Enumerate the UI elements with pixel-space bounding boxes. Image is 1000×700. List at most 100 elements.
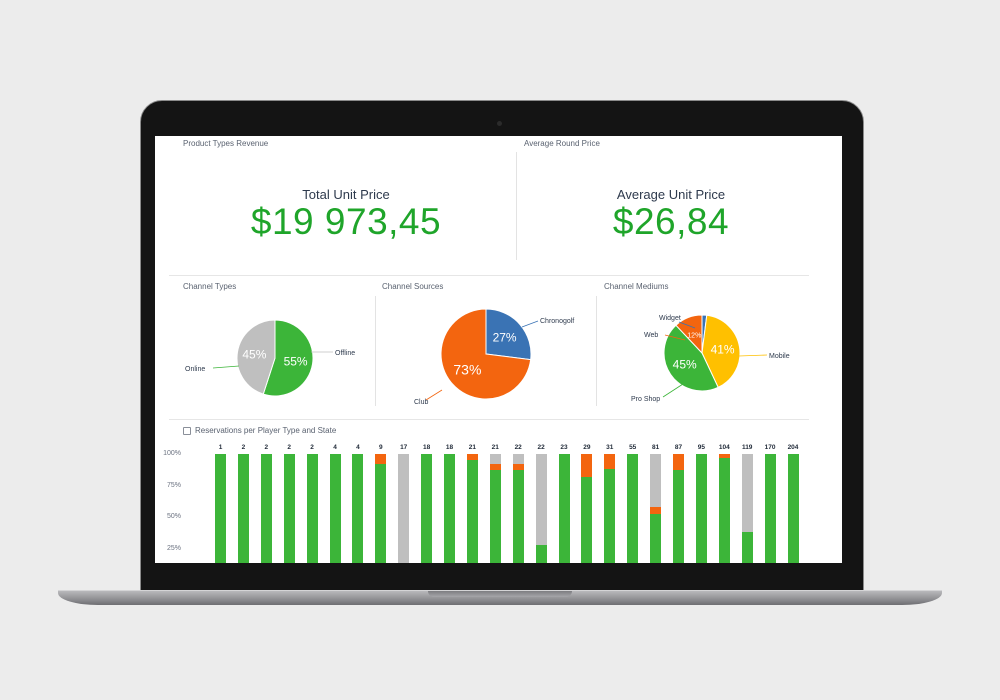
pie-slice-mobile[interactable] [701, 314, 741, 389]
bar-segment [237, 454, 249, 563]
stacked-bar[interactable] [375, 454, 387, 563]
average-unit-price-value: $26,84 [612, 201, 730, 242]
kpi-divider [516, 152, 517, 260]
bar-segment [604, 469, 616, 563]
pie-value-label-online: 55% [284, 354, 308, 368]
legend-label-club: Club [414, 399, 429, 406]
stacked-bar[interactable] [421, 454, 433, 563]
laptop-base [58, 591, 942, 605]
y-tick-label: 25% [166, 544, 181, 552]
bar-segment [489, 454, 501, 465]
stacked-bar[interactable] [673, 454, 684, 563]
pie-divider-2 [596, 296, 597, 406]
bar-segment [650, 506, 662, 515]
bar-count-label: 22 [537, 444, 545, 451]
bar-count-label: 31 [606, 444, 614, 451]
pie-slice-offline[interactable] [236, 319, 276, 395]
bar-count-label: 81 [651, 444, 660, 451]
stacked-bar[interactable] [535, 454, 547, 563]
bar-segment [260, 454, 272, 563]
stacked-bar[interactable] [718, 454, 730, 563]
bar-segment [215, 454, 226, 563]
pie-slice-chronogolf[interactable] [485, 308, 532, 361]
bar-segment [306, 454, 318, 563]
bar-segment [741, 454, 753, 533]
leader-line-widget [678, 321, 696, 329]
channel-mediums-title: Channel Mediums [604, 282, 669, 291]
bar-segment [718, 457, 730, 563]
channel-sources-title: Channel Sources [382, 282, 444, 291]
expand-icon[interactable] [183, 427, 191, 435]
stacked-bar[interactable] [489, 454, 501, 563]
stacked-bar[interactable] [558, 454, 570, 563]
pie-slice-pro-shop[interactable] [663, 324, 719, 392]
bar-count-label: 95 [697, 444, 705, 451]
bar-count-label: 21 [468, 444, 476, 451]
bar-segment [466, 460, 478, 563]
bar-count-label: 87 [674, 444, 683, 451]
bar-segment [489, 464, 501, 471]
bar-count-label: 204 [787, 444, 799, 451]
stacked-bar[interactable] [306, 454, 318, 563]
stacked-bar[interactable] [512, 454, 524, 563]
bar-count-label: 2 [241, 444, 246, 451]
pie-slice-web[interactable] [675, 314, 703, 355]
bar-count-label: 2 [264, 444, 269, 451]
pie-slice-online[interactable] [262, 319, 314, 397]
stacked-bar[interactable] [237, 454, 249, 563]
stacked-bar[interactable] [627, 454, 639, 563]
pie-divider-1 [375, 296, 376, 406]
stacked-bar[interactable] [741, 454, 753, 563]
bar-segment [466, 454, 478, 461]
stacked-bar[interactable] [581, 454, 593, 563]
bar-count-label: 2 [287, 444, 291, 451]
leader-line-web [664, 334, 686, 341]
legend-label-widget: Widget [659, 315, 681, 322]
stacked-bar[interactable] [398, 454, 410, 563]
legend-label-mobile: Mobile [769, 353, 790, 360]
bar-segment [673, 470, 684, 563]
stacked-bar[interactable] [215, 454, 226, 563]
channel-sources-pie: 27% 73% Chronogolf Club [376, 296, 596, 406]
kpi-right-panel-title: Average Round Price [524, 139, 600, 148]
stacked-bar[interactable] [260, 454, 272, 563]
bar-segment [352, 454, 364, 563]
pie-value-label-mobile: 41% [711, 343, 735, 357]
pie-value-label-chronogolf: 27% [493, 331, 517, 345]
leader-line-mobile [738, 354, 768, 357]
bar-segment [581, 454, 593, 477]
stacked-bar[interactable] [764, 454, 776, 563]
stacked-bar[interactable] [352, 454, 364, 563]
reservations-chart-title: Reservations per Player Type and State [195, 426, 337, 435]
bar-segment [535, 454, 547, 545]
stacked-bar[interactable] [329, 454, 341, 563]
bar-count-label: 119 [741, 444, 753, 451]
stacked-bar[interactable] [466, 454, 478, 563]
pie-value-label-pro-shop: 45% [673, 358, 697, 372]
stacked-bar[interactable] [787, 454, 799, 563]
stacked-bar[interactable] [695, 454, 707, 563]
bar-segment [283, 454, 295, 563]
y-tick-label: 75% [166, 481, 181, 489]
stacked-bar[interactable] [283, 454, 295, 563]
bar-segment [764, 454, 776, 563]
webcam [497, 121, 502, 126]
bar-count-label: 2 [310, 444, 314, 451]
bar-count-label: 21 [491, 444, 499, 451]
stacked-bar[interactable] [444, 454, 455, 563]
laptop-notch [428, 591, 572, 597]
bar-segment [444, 454, 455, 563]
stacked-bar[interactable] [604, 454, 616, 563]
pie-slice-club[interactable] [440, 308, 532, 400]
bar-count-label: 23 [560, 444, 568, 451]
pie-value-label-web: 12% [687, 333, 701, 340]
y-tick-label: 100% [163, 450, 181, 457]
stacked-bar[interactable] [650, 454, 662, 563]
bar-count-label: 18 [445, 444, 454, 451]
kpi-left-panel-title: Product Types Revenue [183, 139, 269, 148]
bar-segment [512, 470, 524, 563]
y-tick-label: 50% [166, 513, 181, 520]
total-unit-price-label: Total Unit Price [302, 187, 390, 202]
leader-line-chronogolf [521, 320, 539, 328]
total-unit-price-value: $19 973,45 [250, 201, 442, 242]
